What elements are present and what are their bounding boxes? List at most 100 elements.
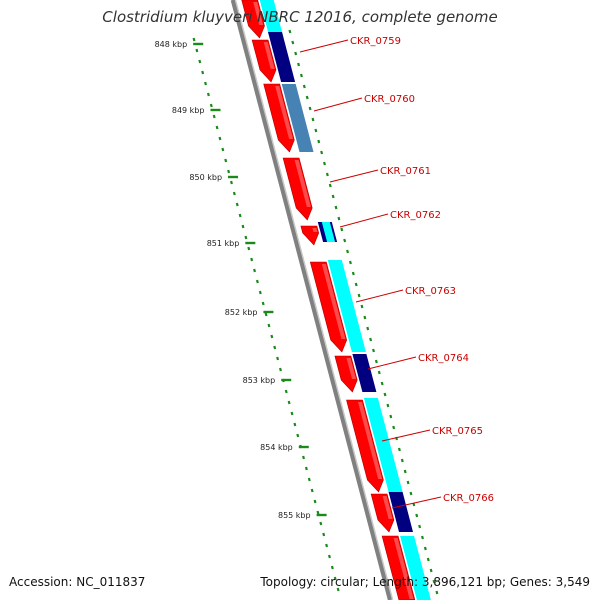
scale-dot xyxy=(224,158,228,163)
scale-dot xyxy=(204,81,207,86)
ruler-dot xyxy=(406,480,410,485)
scale-dot xyxy=(307,477,311,482)
scale-dot xyxy=(238,213,242,218)
ruler-dot xyxy=(343,238,347,243)
feature-band xyxy=(352,354,377,392)
scale-dot xyxy=(336,587,340,592)
scale-dot xyxy=(319,521,323,526)
ruler-dot xyxy=(308,106,312,111)
scale-dot xyxy=(264,312,268,317)
ruler-dot xyxy=(435,590,439,595)
ruler-dot xyxy=(374,359,378,364)
cds-arrow xyxy=(309,261,348,353)
ruler-dot xyxy=(403,469,407,474)
cds-highlight xyxy=(275,86,294,139)
cds-highlight xyxy=(393,538,414,599)
cds-arrow xyxy=(251,39,277,83)
scale-dot xyxy=(221,147,225,152)
scale-dot xyxy=(212,114,216,119)
scale-dot xyxy=(304,466,308,471)
gene-leader-line xyxy=(313,97,363,112)
ruler-dot xyxy=(351,271,355,276)
gene-leader-line xyxy=(367,356,417,370)
ruler-dot xyxy=(320,150,324,155)
ruler-dot xyxy=(317,139,321,144)
ruler-dot xyxy=(311,117,315,122)
gene-label: CKR_0761 xyxy=(380,166,431,177)
scale-dot xyxy=(209,103,213,108)
scale-dot xyxy=(261,301,265,306)
scale-dot xyxy=(284,389,288,394)
scale-dot xyxy=(316,510,320,515)
feature-band xyxy=(268,32,296,82)
accession-text: Accession: NC_011837 xyxy=(9,575,146,589)
ruler-dot xyxy=(423,546,427,551)
gene-leader-line xyxy=(339,213,389,228)
ruler-dot xyxy=(346,249,350,254)
ruler-dot xyxy=(397,447,401,452)
ruler-dot xyxy=(432,579,436,584)
scale-dot xyxy=(258,290,262,295)
ruler-dot xyxy=(429,568,433,573)
scale-dot xyxy=(302,455,305,460)
feature-band xyxy=(327,260,366,352)
feature-band xyxy=(363,398,403,492)
ruler-dot xyxy=(288,29,292,34)
scale-dot xyxy=(195,48,199,53)
gene-leader-line xyxy=(391,496,442,509)
ruler-dot xyxy=(377,370,381,375)
scale-dot xyxy=(310,488,314,493)
ruler-dot xyxy=(369,337,373,342)
ruler-dot xyxy=(305,95,309,100)
ruler-dot xyxy=(337,216,341,221)
ruler-dot xyxy=(389,414,393,419)
ruler-dot xyxy=(392,425,396,430)
scale-dot xyxy=(227,169,231,174)
scale-dot xyxy=(250,257,254,262)
ruler-dot xyxy=(400,458,404,463)
scale-dot xyxy=(244,235,248,240)
ruler-dot xyxy=(383,392,387,397)
ruler-dot xyxy=(426,557,430,562)
scale-dot xyxy=(276,356,280,361)
scale-dot xyxy=(267,323,271,328)
scale-label: 850 kbp xyxy=(189,173,222,182)
ruler-dot xyxy=(340,227,344,232)
ruler-dot xyxy=(415,513,419,518)
scale-label: 848 kbp xyxy=(155,40,188,49)
cds-arrow xyxy=(346,399,384,493)
scale-dot xyxy=(198,59,202,64)
ruler-dot xyxy=(354,282,358,287)
scale-label: 852 kbp xyxy=(225,308,258,317)
scale-label: 854 kbp xyxy=(260,443,293,452)
feature-band xyxy=(281,84,314,152)
scale-dot xyxy=(255,279,259,284)
scale-dot xyxy=(325,543,329,548)
gene-label: CKR_0762 xyxy=(390,210,441,221)
ruler-dot xyxy=(325,172,329,177)
scale-dot xyxy=(279,367,282,372)
scale-label: 851 kbp xyxy=(207,239,240,248)
gene-label: CKR_0765 xyxy=(432,426,483,437)
ruler-dot xyxy=(314,128,318,133)
cds-highlight xyxy=(294,160,311,207)
scale-dot xyxy=(247,246,251,251)
gene-leader-line xyxy=(329,169,379,183)
gene-leader-line xyxy=(299,39,349,53)
gene-label: CKR_0763 xyxy=(405,286,456,297)
ruler-dot xyxy=(299,73,303,78)
scale-dot xyxy=(333,576,337,581)
ruler-dot xyxy=(291,40,295,45)
scale-dot xyxy=(201,70,205,75)
cds-highlight xyxy=(312,228,318,232)
gene-label: CKR_0760 xyxy=(364,94,415,105)
scale-dot xyxy=(322,532,326,537)
gene-label: CKR_0766 xyxy=(443,493,494,504)
scale-dot xyxy=(270,334,274,339)
scale-label: 855 kbp xyxy=(278,511,311,520)
gene-label: CKR_0759 xyxy=(350,36,401,47)
ruler-dot xyxy=(348,260,352,265)
cds-highlight xyxy=(358,402,383,479)
